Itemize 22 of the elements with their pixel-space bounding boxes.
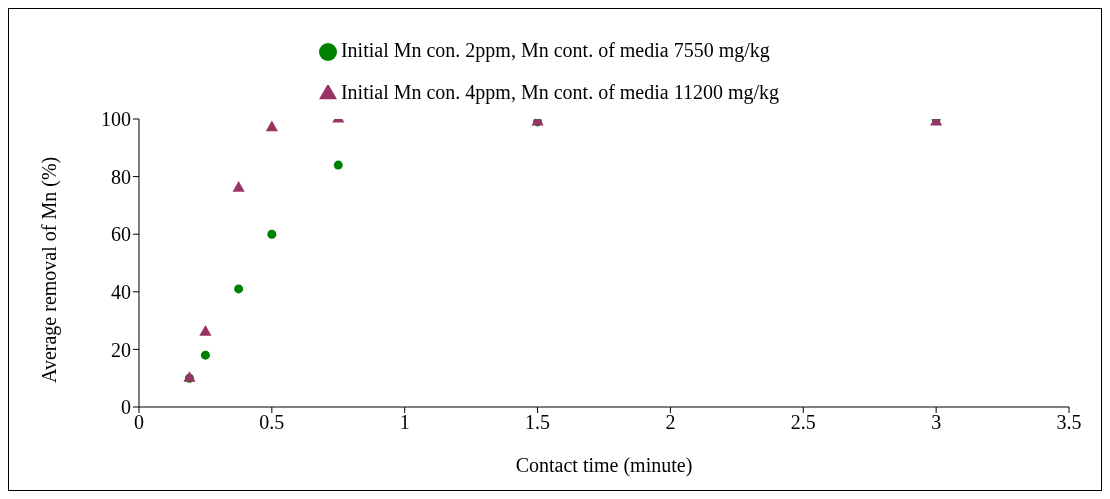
legend-label: Initial Mn con. 2ppm, Mn cont. of media 7550 mg/kg [340,39,770,61]
y-tick-label: 0 [121,396,131,419]
y-tick-label: 100 [101,108,131,131]
x-axis-title: Contact time (minute) [515,454,693,477]
legend-label: Initial Mn con. 4ppm, Mn cont. of media 11200 mg/kg [340,81,780,103]
point [267,229,277,239]
x-tick-label: 1.5 [525,411,551,434]
point [333,160,343,170]
x-tick-label: 0.5 [259,411,285,434]
y-tick-label: 80 [111,165,131,188]
y-tick-label: 40 [111,280,131,303]
y-axis-title: Average removal of Mn (%) [38,156,62,383]
y-tick-label: 60 [111,223,131,246]
point [200,350,210,360]
x-tick-label: 1 [399,411,410,434]
point [199,325,212,336]
x-tick-label: 2 [665,411,676,434]
x-tick-label: 2.5 [790,411,816,434]
y-tick-label: 20 [111,338,131,361]
point [234,284,244,294]
x-tick-label: 3 [931,411,942,434]
x-tick-label: 3.5 [1056,411,1082,434]
